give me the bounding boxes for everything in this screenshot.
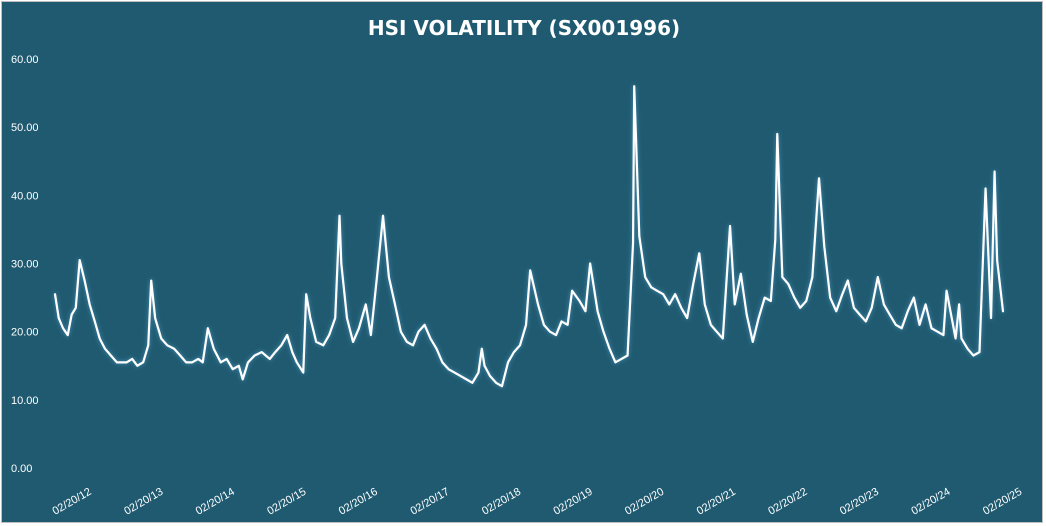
- x-tick-label: 02/20/15: [265, 486, 308, 518]
- x-tick-label: 02/20/12: [51, 486, 94, 518]
- x-tick-label: 02/20/24: [909, 486, 952, 518]
- y-tick-label: 40.00: [11, 190, 39, 202]
- y-tick-label: 0.00: [11, 463, 32, 475]
- x-tick-label: 02/20/22: [766, 486, 809, 518]
- x-tick-label: 02/20/14: [194, 486, 237, 518]
- y-tick-label: 10.00: [11, 395, 39, 407]
- x-tick-label: 02/20/13: [122, 486, 165, 518]
- x-tick-label: 02/20/23: [838, 486, 881, 518]
- y-tick-label: 30.00: [11, 259, 39, 271]
- y-axis-tick-labels: 0.00 10.00 20.00 30.00 40.00 50.00 60.00: [11, 54, 39, 475]
- x-tick-label: 02/20/20: [623, 486, 666, 518]
- x-tick-label: 02/20/25: [981, 486, 1024, 518]
- y-tick-label: 20.00: [11, 327, 39, 339]
- series-layer: [53, 85, 1005, 388]
- y-tick-label: 50.00: [11, 122, 39, 134]
- x-tick-label: 02/20/21: [695, 486, 738, 518]
- y-tick-label: 60.00: [11, 54, 39, 66]
- x-axis-tick-labels: 02/20/12 02/20/13 02/20/14 02/20/15 02/20/16…: [51, 486, 1025, 518]
- series-line-0: [53, 85, 1005, 388]
- chart-title: HSI VOLATILITY (SX001996): [368, 16, 680, 40]
- x-tick-label: 02/20/17: [408, 486, 451, 518]
- x-tick-label: 02/20/19: [552, 486, 595, 518]
- x-tick-label: 02/20/18: [480, 486, 523, 518]
- x-tick-label: 02/20/16: [337, 486, 380, 518]
